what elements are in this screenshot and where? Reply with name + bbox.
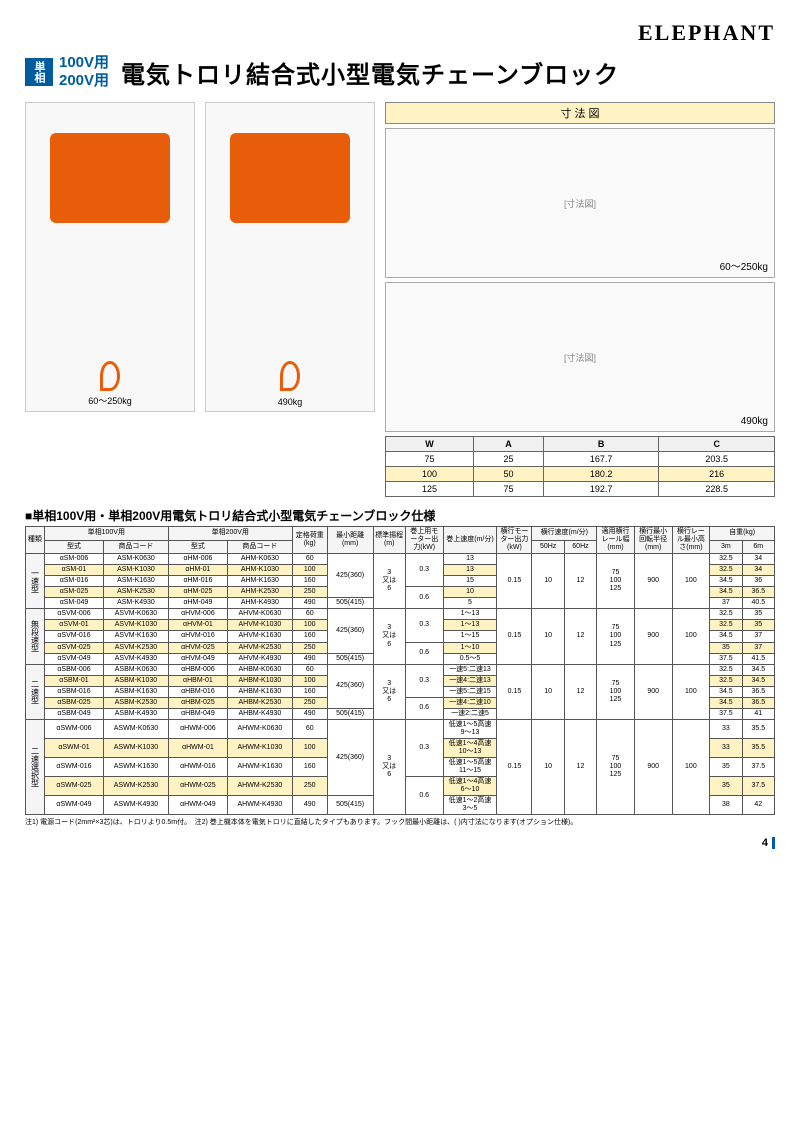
dimension-diagram-2: [寸法図]490kg <box>385 282 775 432</box>
header: 単相 100V用 200V用 電気トロリ結合式小型電気チェーンブロック <box>25 54 775 90</box>
dim-cell: 180.2 <box>543 467 659 482</box>
page-title: 電気トロリ結合式小型電気チェーンブロック <box>121 55 619 90</box>
dim-cell: 216 <box>659 467 775 482</box>
dim-cell: 100 <box>386 467 474 482</box>
dim-cell: 25 <box>474 452 544 467</box>
spec-row: 一速型αSM-006ASM-K0630αHM-006AHM-K063060425… <box>26 554 775 565</box>
spec-table-title: ■単相100V用・単相200V用電気トロリ結合式小型電気チェーンブロック仕様 <box>25 507 775 524</box>
diagram-label-1: 60〜250kg <box>720 258 768 273</box>
spec-row: 二速型αSBM-006ASBM-K0630αHBM-006AHBM-K06306… <box>26 664 775 675</box>
dim-cell: 75 <box>386 452 474 467</box>
dim-cell: 50 <box>474 467 544 482</box>
product-caption-2: 490kg <box>274 393 307 411</box>
page-number: 4 <box>25 837 775 849</box>
voltage-200: 200V用 <box>59 72 109 90</box>
dimension-diagram-1: [寸法図]60〜250kg <box>385 128 775 278</box>
dim-col: A <box>474 437 544 452</box>
product-caption-1: 60〜250kg <box>84 390 136 411</box>
brand-name: ELEPHANT <box>25 20 775 46</box>
dim-col: W <box>386 437 474 452</box>
diagram-label-2: 490kg <box>741 416 768 427</box>
dim-cell: 228.5 <box>659 482 775 497</box>
dim-cell: 167.7 <box>543 452 659 467</box>
dim-cell: 203.5 <box>659 452 775 467</box>
footnote: 注1) 電源コード(2mm²×3芯)は、トロリより0.5m付。 注2) 巻上機本… <box>25 818 775 827</box>
dim-col: C <box>659 437 775 452</box>
dim-cell: 75 <box>474 482 544 497</box>
product-image-1: 60〜250kg <box>25 102 195 412</box>
voltage-label: 100V用 200V用 <box>59 54 109 90</box>
spec-row: 二速選択型αSWM-006ASWM-K0630αHWM-006AHWM-K063… <box>26 719 775 738</box>
dim-col: B <box>543 437 659 452</box>
product-image-2: 490kg <box>205 102 375 412</box>
spec-table: 種類単相100V用単相200V用定格荷重(kg)最小距離(mm)標準揚程(m)巻… <box>25 526 775 815</box>
spec-row: 無段速型αSVM-006ASVM-K0630αHVM-006AHVM-K0630… <box>26 609 775 620</box>
phase-badge: 単相 <box>25 58 53 86</box>
dimension-table: WABC 7525167.7203.510050180.221612575192… <box>385 436 775 497</box>
dim-cell: 192.7 <box>543 482 659 497</box>
voltage-100: 100V用 <box>59 54 109 72</box>
diagram-title: 寸 法 図 <box>385 102 775 124</box>
dim-cell: 125 <box>386 482 474 497</box>
